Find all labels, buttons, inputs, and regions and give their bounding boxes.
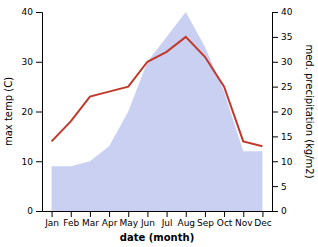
tick-label: 15 — [281, 132, 292, 142]
tick-mark — [224, 211, 225, 217]
tick-label: Aug — [177, 218, 195, 228]
tick-label: Jul — [161, 218, 173, 228]
tick-mark — [243, 211, 244, 217]
tick: Jun — [140, 211, 155, 228]
tick-label: 30 — [22, 57, 34, 67]
tick-mark — [147, 211, 148, 217]
tick: 35 — [272, 32, 292, 42]
tick-label: Jan — [44, 218, 59, 228]
tick-mark — [272, 62, 278, 63]
tick-label: 10 — [281, 157, 293, 167]
tick-label: Oct — [217, 218, 233, 228]
x-axis-title: date (month) — [120, 232, 194, 243]
tick-label: 10 — [22, 157, 34, 167]
tick-mark — [205, 211, 206, 217]
x-axis: Jan FebMarAprMayJun Jul AugSepOctNovDec — [43, 211, 273, 228]
tick-mark — [36, 211, 42, 212]
marks — [52, 12, 263, 211]
tick-label: Jun — [140, 218, 155, 228]
tick-label: Feb — [63, 218, 79, 228]
tick: 0 — [272, 206, 287, 216]
tick-mark — [167, 211, 168, 217]
tick: Apr — [102, 211, 118, 228]
tick: Aug — [177, 211, 195, 228]
tick: 30 — [272, 57, 293, 67]
tick-mark — [272, 186, 278, 187]
tick-mark — [90, 211, 91, 217]
tick-label: Dec — [254, 218, 271, 228]
tick-mark — [272, 136, 278, 137]
tick-mark — [272, 112, 278, 113]
tick: Sep — [197, 211, 214, 228]
tick-mark — [36, 112, 42, 113]
tick-label: Mar — [82, 218, 99, 228]
axis-line — [43, 211, 273, 212]
tick-label: 40 — [22, 7, 34, 17]
tick-label: Nov — [235, 218, 253, 228]
tick-label: Sep — [197, 218, 214, 228]
chart: Jan FebMarAprMayJun Jul AugSepOctNovDec 0 10 2… — [0, 0, 318, 247]
tick: Feb — [63, 211, 79, 228]
tick-mark — [109, 211, 110, 217]
tick: 40 — [272, 7, 293, 17]
y2-axis-title: med. precipitation (kg/m2) — [304, 44, 315, 178]
tick-label: 0 — [281, 206, 287, 216]
tick: Oct — [217, 211, 233, 228]
tick: 10 — [272, 157, 293, 167]
tick-label: 25 — [281, 82, 292, 92]
tick-mark — [186, 211, 187, 217]
y2-axis: 0 5 10 15 20 25 30 35 40 — [272, 7, 293, 216]
tick-mark — [36, 161, 42, 162]
tick-label: May — [119, 218, 138, 228]
tick: 5 — [272, 182, 287, 192]
tick-label: 5 — [281, 182, 287, 192]
y-axis-title: max temp (C) — [3, 77, 14, 146]
tick-label: 40 — [281, 7, 293, 17]
axis-line — [36, 13, 43, 212]
tick-mark — [36, 62, 42, 63]
tick: May — [119, 211, 138, 228]
tick: Dec — [254, 211, 271, 228]
tick: 20 — [22, 107, 42, 117]
tick-mark — [272, 161, 278, 162]
tick: 20 — [272, 107, 293, 117]
tick-mark — [36, 12, 42, 13]
tick-mark — [272, 87, 278, 88]
tick: 30 — [22, 57, 42, 67]
tick-mark — [272, 37, 278, 38]
area — [52, 12, 263, 211]
tick-label: Apr — [102, 218, 118, 228]
tick: Jul — [161, 211, 173, 228]
tick: 10 — [22, 157, 42, 167]
tick-label: 20 — [22, 107, 34, 117]
tick: 40 — [22, 7, 42, 17]
tick-mark — [272, 211, 278, 212]
tick-mark — [272, 12, 278, 13]
tick: Nov — [235, 211, 253, 228]
tick: Jan — [44, 211, 59, 228]
tick-mark — [52, 211, 53, 217]
y-axis: 0 10 20 30 40 — [22, 7, 43, 216]
tick-mark — [128, 211, 129, 217]
tick: 15 — [272, 132, 292, 142]
line — [52, 37, 263, 146]
tick: 0 — [27, 206, 42, 216]
tick-mark — [71, 211, 72, 217]
tick-label: 20 — [281, 107, 293, 117]
tick-label: 35 — [281, 32, 292, 42]
tick-label: 30 — [281, 57, 293, 67]
plot: Jan FebMarAprMayJun Jul AugSepOctNovDec 0 10 2… — [3, 7, 315, 243]
tick-mark — [262, 211, 263, 217]
tick: Mar — [82, 211, 99, 228]
tick-label: 0 — [27, 206, 33, 216]
tick: 25 — [272, 82, 292, 92]
axis-line — [273, 13, 279, 212]
